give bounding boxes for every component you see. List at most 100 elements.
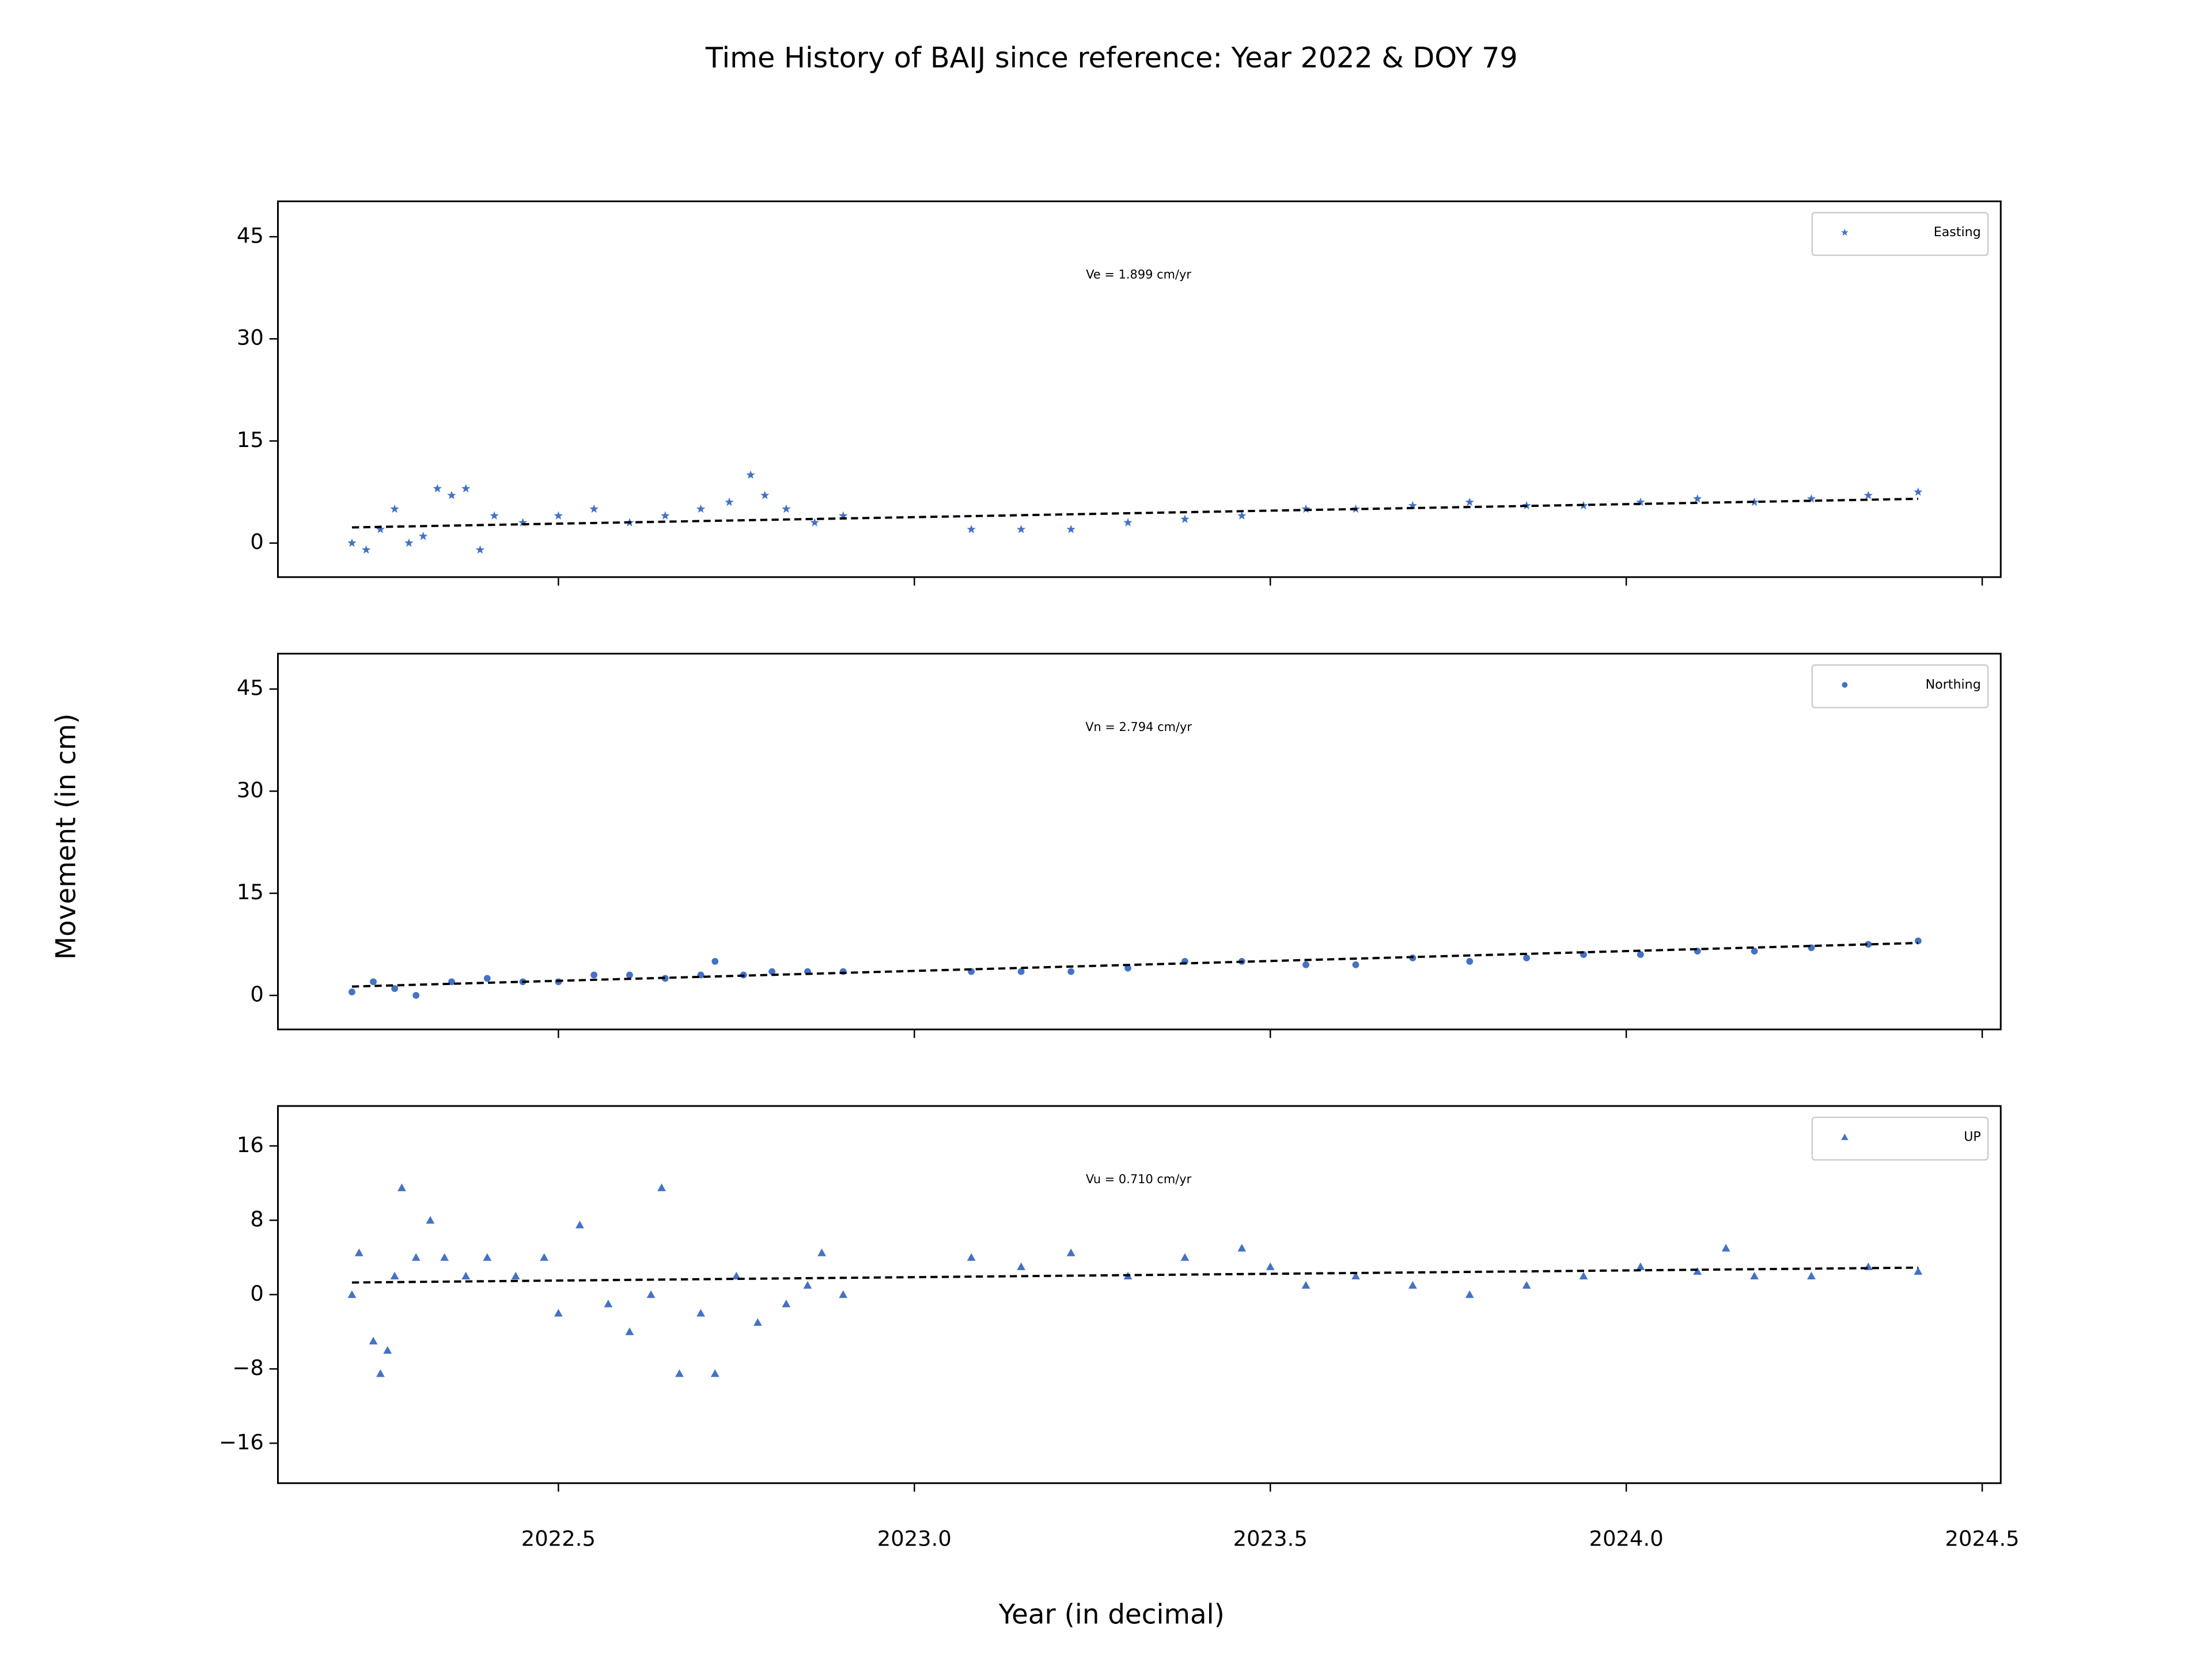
axes-frame bbox=[276, 1105, 2002, 1484]
y-tick-label: 8 bbox=[250, 1207, 263, 1232]
data-point bbox=[657, 1183, 666, 1191]
data-point bbox=[383, 1346, 392, 1354]
data-point bbox=[390, 1271, 399, 1280]
data-point bbox=[376, 524, 385, 533]
data-point bbox=[369, 1336, 378, 1344]
data-point bbox=[725, 497, 734, 506]
data-point bbox=[1237, 511, 1247, 520]
x-tick-label: 2024.5 bbox=[1945, 1527, 2020, 1551]
data-point bbox=[1066, 1248, 1075, 1256]
data-point bbox=[711, 957, 719, 965]
data-point bbox=[1806, 494, 1816, 503]
data-point bbox=[1749, 497, 1759, 506]
data-point bbox=[412, 992, 420, 999]
data-point bbox=[1351, 1271, 1360, 1280]
data-point bbox=[518, 518, 528, 527]
data-point bbox=[675, 1369, 684, 1377]
data-point bbox=[1237, 1244, 1247, 1252]
axes-frame bbox=[276, 200, 2002, 578]
trend-line bbox=[351, 1266, 1918, 1284]
data-point bbox=[347, 538, 357, 547]
data-point bbox=[1017, 1262, 1026, 1270]
y-tick-label: 15 bbox=[237, 427, 264, 452]
data-point bbox=[1914, 937, 1922, 945]
data-point bbox=[447, 490, 456, 499]
x-tick-label: 2022.5 bbox=[521, 1527, 596, 1551]
data-point bbox=[768, 968, 776, 975]
data-point bbox=[1863, 490, 1873, 499]
data-point bbox=[1636, 1262, 1645, 1270]
data-point bbox=[575, 1221, 584, 1229]
data-point bbox=[1123, 518, 1132, 527]
y-tick-label: 30 bbox=[237, 778, 264, 802]
data-point bbox=[418, 531, 428, 540]
data-point bbox=[540, 1253, 549, 1261]
data-point bbox=[782, 1300, 791, 1308]
data-point bbox=[646, 1290, 656, 1298]
data-point bbox=[390, 504, 399, 513]
x-tick-label: 2024.0 bbox=[1589, 1527, 1664, 1551]
data-point bbox=[839, 1290, 848, 1298]
legend-box bbox=[1811, 664, 1989, 709]
data-point bbox=[760, 490, 770, 499]
data-point bbox=[1914, 487, 1923, 496]
data-point bbox=[1721, 1244, 1730, 1252]
data-point bbox=[604, 1300, 613, 1308]
data-point bbox=[1301, 1281, 1310, 1289]
data-point bbox=[1017, 968, 1025, 975]
data-point bbox=[753, 1318, 762, 1326]
y-tick-label: 0 bbox=[250, 529, 263, 554]
data-point bbox=[448, 978, 455, 986]
data-point bbox=[1066, 524, 1075, 533]
y-tick-label: 15 bbox=[237, 880, 264, 904]
velocity-annotation: Vu = 0.710 cm/yr bbox=[1086, 1172, 1192, 1186]
data-point bbox=[1301, 504, 1310, 513]
trend-line bbox=[351, 497, 1918, 529]
data-point bbox=[490, 511, 499, 520]
data-point bbox=[370, 978, 377, 986]
legend-box bbox=[1811, 1116, 1989, 1161]
data-point bbox=[349, 988, 355, 995]
data-point bbox=[397, 1183, 406, 1191]
y-tick-label: −8 bbox=[232, 1355, 263, 1380]
data-point bbox=[1352, 961, 1359, 968]
data-point bbox=[426, 1215, 435, 1224]
data-point bbox=[732, 1271, 741, 1280]
data-point bbox=[361, 545, 371, 554]
data-point bbox=[1408, 1281, 1417, 1289]
data-point bbox=[404, 538, 414, 547]
data-point bbox=[461, 1271, 471, 1280]
data-point bbox=[1579, 1271, 1588, 1280]
legend-label: UP bbox=[1964, 1130, 1981, 1145]
data-point bbox=[696, 504, 706, 513]
data-point bbox=[1180, 514, 1190, 523]
data-point bbox=[626, 971, 633, 979]
data-point bbox=[411, 1253, 421, 1261]
data-point bbox=[391, 985, 399, 993]
data-point bbox=[440, 1253, 449, 1261]
data-point bbox=[1465, 1290, 1474, 1298]
y-tick-label: 0 bbox=[250, 1281, 263, 1306]
legend-marker bbox=[1842, 682, 1848, 688]
data-point bbox=[461, 484, 471, 493]
x-tick-label: 2023.0 bbox=[877, 1527, 952, 1551]
legend-label: Easting bbox=[1934, 225, 1981, 240]
y-tick-label: 16 bbox=[237, 1132, 264, 1157]
data-point bbox=[782, 504, 791, 513]
data-point bbox=[354, 1248, 363, 1256]
data-point bbox=[1693, 494, 1702, 503]
data-point bbox=[625, 1327, 634, 1335]
data-point bbox=[1408, 501, 1418, 510]
data-point bbox=[1016, 524, 1026, 533]
data-point bbox=[1523, 955, 1531, 961]
data-point bbox=[1751, 948, 1758, 955]
data-point bbox=[1302, 961, 1309, 968]
data-point bbox=[1067, 968, 1075, 975]
data-point bbox=[483, 1253, 492, 1261]
data-point bbox=[1266, 1262, 1275, 1270]
data-point bbox=[1124, 964, 1131, 972]
data-point bbox=[1636, 497, 1645, 506]
legend-box bbox=[1811, 212, 1989, 256]
